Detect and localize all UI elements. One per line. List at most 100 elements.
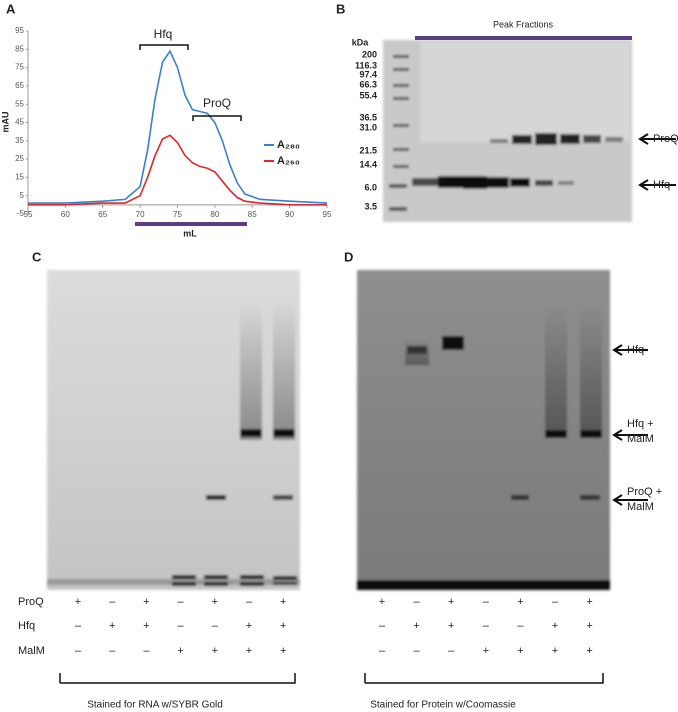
panel-label: C (32, 249, 42, 264)
marker-label: 14.4 (359, 159, 377, 169)
sign: + (379, 596, 385, 608)
panel-label: A (6, 1, 16, 16)
gel-label: ProQ (653, 133, 678, 145)
sign: – (178, 620, 185, 632)
sign: + (483, 645, 489, 657)
bracket (364, 673, 604, 684)
sign: + (143, 596, 149, 608)
sign: + (212, 596, 218, 608)
y-tick-label: 85 (15, 44, 24, 53)
y-tick-label: 55 (15, 99, 24, 108)
x-tick-label: 95 (323, 210, 332, 219)
caption: Stained for Protein w/Coomassie (370, 700, 516, 711)
peak-bar (415, 36, 632, 40)
sign: – (75, 620, 82, 632)
gel-label: ProQ + (627, 486, 662, 498)
sign: + (212, 645, 218, 657)
sign: – (517, 620, 524, 632)
sign: + (177, 645, 183, 657)
y-axis-label: mAU (0, 111, 10, 132)
caption: Stained for RNA w/SYBR Gold (87, 700, 223, 711)
x-tick-label: 80 (210, 210, 219, 219)
sign: + (517, 645, 523, 657)
sign: + (448, 620, 454, 632)
sign: + (280, 596, 286, 608)
legend-label: A₂₆₀ (277, 155, 300, 167)
x-tick-label: 60 (61, 210, 70, 219)
gel-label: Hfq (627, 344, 644, 356)
legend-label: A₂₈₀ (277, 139, 300, 151)
x-tick-label: 65 (98, 210, 107, 219)
sign: – (109, 645, 116, 657)
sign: + (413, 620, 419, 632)
bracket (192, 115, 242, 121)
arrows (612, 344, 648, 506)
row-label: Hfq (18, 620, 35, 632)
sign: + (246, 645, 252, 657)
sign: + (280, 620, 286, 632)
y-tick-label: 15 (15, 173, 24, 182)
y-tick-label: 5 (20, 191, 25, 200)
x-axis-label: mL (183, 228, 197, 238)
sign: – (212, 620, 219, 632)
y-tick-label: 65 (15, 81, 24, 90)
marker-unit: kDa (352, 37, 370, 47)
marker-label: 116.3 (355, 60, 377, 70)
marker-label: 31.0 (359, 122, 377, 132)
panel-label: D (344, 249, 353, 264)
x-tick-label: 55 (24, 210, 33, 219)
x-tick-label: 75 (173, 210, 182, 219)
panel-b-title: Peak Fractions (493, 19, 554, 29)
marker-label: 6.0 (364, 182, 377, 192)
row-label: MalM (18, 645, 45, 657)
series-line (28, 134, 327, 206)
annotation: Hfq (154, 27, 173, 41)
marker-label: 36.5 (359, 112, 377, 122)
y-tick-label: 45 (15, 118, 24, 127)
marker-label: 21.5 (359, 145, 377, 155)
sign: – (109, 596, 116, 608)
gel-label: MalM (627, 433, 654, 445)
sign: + (586, 620, 592, 632)
sign: – (379, 620, 386, 632)
gel-label: Hfq + (627, 418, 654, 430)
gel-b (383, 40, 632, 222)
sign: – (178, 596, 185, 608)
sign: + (586, 645, 592, 657)
row-label: ProQ (18, 596, 44, 608)
x-tick-label: 70 (136, 210, 145, 219)
gel-label: MalM (627, 501, 654, 513)
sign: – (246, 596, 253, 608)
sign: + (109, 620, 115, 632)
sign: + (552, 645, 558, 657)
sign: + (517, 596, 523, 608)
sign: + (552, 620, 558, 632)
sign: + (586, 596, 592, 608)
gel-label: Hfq (653, 179, 670, 191)
annotation: ProQ (203, 96, 231, 110)
marker-label: 55.4 (359, 90, 377, 100)
x-tick-label: 90 (285, 210, 294, 219)
sign: – (379, 645, 386, 657)
sign: – (483, 620, 490, 632)
sign: + (246, 620, 252, 632)
sign: + (75, 596, 81, 608)
sign: – (414, 596, 421, 608)
marker-label: 97.4 (359, 69, 377, 79)
sign: – (448, 645, 455, 657)
x-tick-label: 85 (248, 210, 257, 219)
bracket (59, 673, 296, 684)
sign: + (280, 645, 286, 657)
marker-label: 200 (362, 49, 377, 59)
gel-c (47, 270, 300, 590)
series-line (28, 49, 328, 204)
sign: + (143, 620, 149, 632)
y-tick-label: -5 (17, 209, 25, 218)
bracket (139, 44, 189, 50)
marker-label: 66.3 (359, 79, 377, 89)
marker-label: 3.5 (364, 201, 377, 211)
y-tick-label: 75 (15, 63, 24, 72)
y-tick-label: 95 (15, 26, 24, 35)
sign: – (75, 645, 82, 657)
